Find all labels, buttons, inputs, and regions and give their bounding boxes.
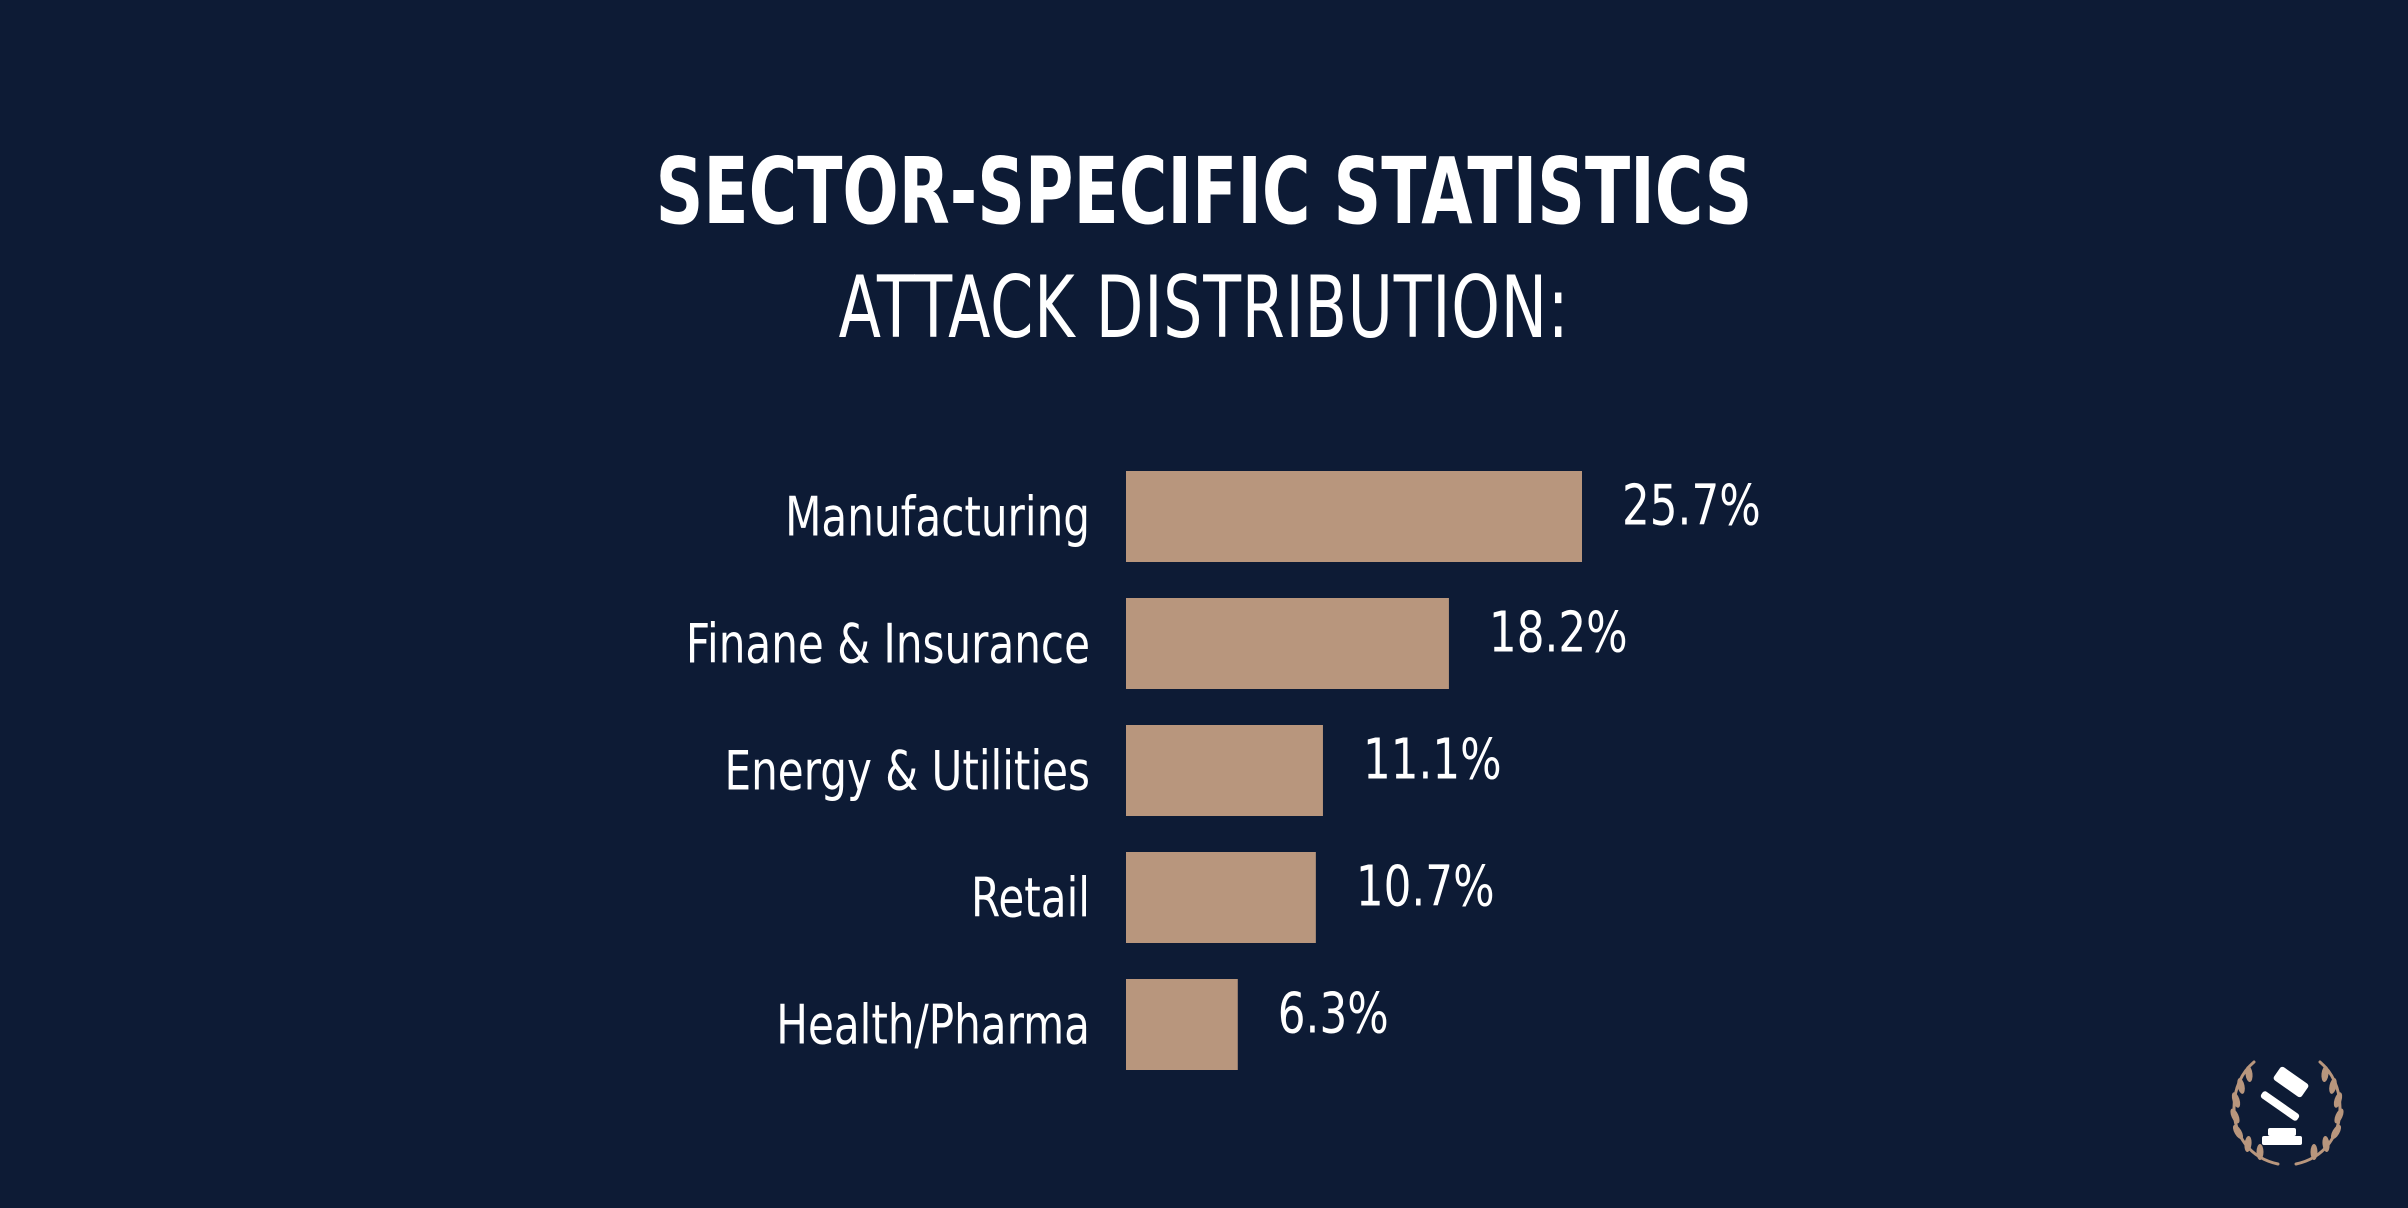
- value-label: 10.7%: [1356, 853, 1495, 919]
- gavel-laurel-icon: [2230, 1060, 2344, 1166]
- bar-5: [1126, 979, 1238, 1070]
- category-label: Health/Pharma: [776, 994, 1090, 1056]
- chart-title: SECTOR-SPECIFIC STATISTICS: [655, 138, 1753, 245]
- bar-4: [1126, 852, 1316, 943]
- chart-subtitle: ATTACK DISTRIBUTION:: [838, 258, 1570, 358]
- bar-2: [1126, 598, 1449, 689]
- value-label: 6.3%: [1278, 980, 1389, 1046]
- category-label: Finane & Insurance: [686, 613, 1090, 675]
- category-label: Manufacturing: [785, 486, 1090, 548]
- value-label: 25.7%: [1622, 472, 1761, 538]
- value-label: 11.1%: [1363, 726, 1502, 792]
- bar-1: [1126, 471, 1582, 562]
- value-label: 18.2%: [1489, 599, 1628, 665]
- bar-3: [1126, 725, 1323, 816]
- category-label: Energy & Utilities: [725, 740, 1090, 802]
- category-label: Retail: [971, 867, 1090, 929]
